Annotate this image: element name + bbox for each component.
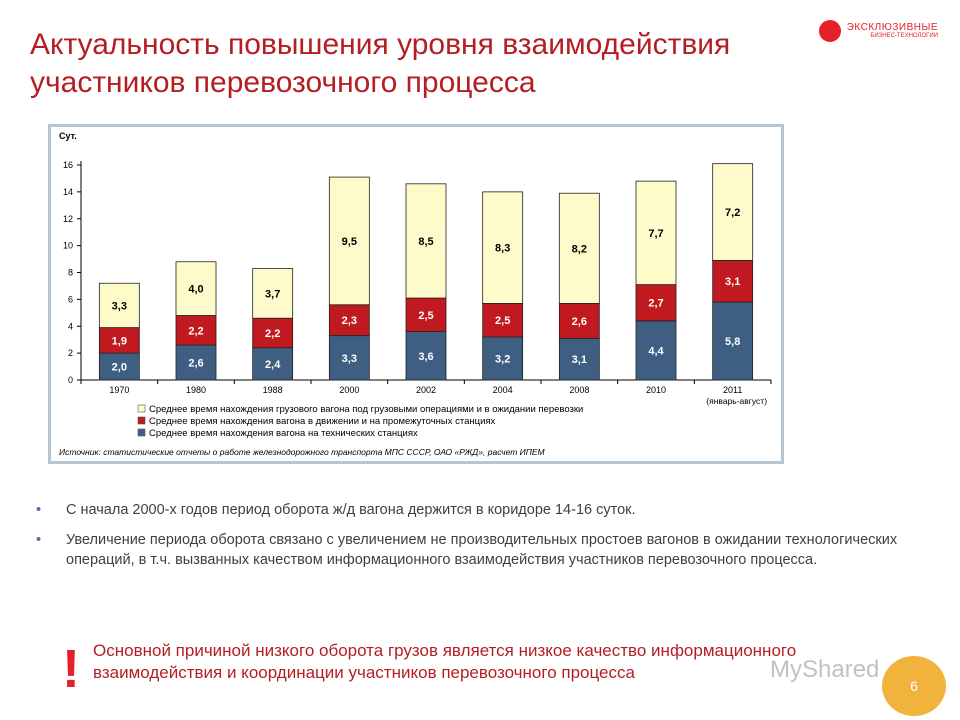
chart-frame: Сут. 0 2 4 6 8 10 12 14 16 1970 2,0 1,9 3,3 1980 2,6 2,2… — [48, 124, 784, 464]
legend-swatch — [137, 416, 146, 425]
x-tick-label: 1988 — [263, 385, 283, 395]
logo-circle-icon — [818, 20, 841, 42]
data-label: 5,8 — [725, 336, 740, 348]
x-tick-label: 2004 — [493, 385, 513, 395]
bar-segment — [482, 191, 524, 304]
x-tick-label: 2002 — [416, 385, 436, 395]
data-label: 8,2 — [572, 243, 587, 255]
data-label: 2,3 — [342, 315, 357, 327]
category-note: (январь-август) — [706, 396, 767, 406]
y-tick-label: 12 — [63, 214, 73, 224]
y-tick-label: 2 — [68, 348, 73, 358]
x-tick-label: 2008 — [569, 385, 589, 395]
bar-segment — [175, 315, 217, 346]
data-label: 4,4 — [648, 345, 664, 357]
y-tick-label: 8 — [68, 268, 73, 278]
data-label: 2,2 — [188, 325, 203, 337]
y-tick-label: 16 — [63, 160, 73, 170]
bullet-dot-icon: • — [36, 502, 42, 518]
bar-segment — [712, 301, 754, 381]
bar-segment — [98, 282, 140, 328]
bar-segment — [405, 331, 447, 381]
data-label: 2,6 — [572, 316, 587, 328]
data-label: 7,2 — [725, 207, 740, 219]
legend-label: Среднее время нахождения вагона в движен… — [149, 416, 496, 427]
bullet-list: • С начала 2000-х годов период оборота ж… — [36, 500, 926, 580]
data-label: 2,0 — [112, 362, 127, 374]
bar-segment — [175, 261, 217, 316]
data-label: 3,2 — [495, 354, 510, 366]
y-tick-label: 14 — [63, 187, 73, 197]
data-label: 4,0 — [188, 284, 203, 296]
logo-subtext: БИЗНЕС-ТЕХНОЛОГИИ — [870, 33, 938, 39]
watermark: MyShared — [770, 656, 880, 683]
bar-segment — [405, 297, 447, 333]
x-tick-label: 2000 — [339, 385, 359, 395]
data-label: 2,7 — [648, 298, 663, 310]
stacked-bar-chart: Сут. 0 2 4 6 8 10 12 14 16 1970 2,0 1,9 3,3 1980 2,6 2,2… — [59, 131, 772, 457]
bullet-text: С начала 2000-х годов период оборота ж/д… — [66, 502, 636, 518]
bar-segment — [558, 337, 600, 381]
y-tick-label: 10 — [63, 241, 73, 251]
company-logo: ЭКСКЛЮЗИВНЫЕ БИЗНЕС-ТЕХНОЛОГИИ — [818, 20, 938, 42]
data-label: 3,6 — [418, 351, 433, 363]
bar-segment — [175, 344, 217, 381]
page-number: 6 — [882, 656, 946, 716]
bar-segment — [558, 192, 600, 304]
logo-text: ЭКСКЛЮЗИВНЫЕ — [846, 22, 938, 33]
x-tick-label: 1980 — [186, 385, 206, 395]
y-tick-label: 0 — [68, 375, 73, 385]
bullet-text: Увеличение периода оборота связано с уве… — [66, 532, 898, 568]
bar-segment — [558, 303, 600, 339]
legend-swatch — [137, 404, 146, 413]
bar-segment — [328, 176, 370, 306]
data-label: 1,9 — [112, 335, 127, 347]
data-label: 7,7 — [648, 228, 663, 240]
y-tick-label: 4 — [68, 321, 73, 331]
x-tick-label: 1970 — [109, 385, 129, 395]
bar-segment — [252, 317, 294, 349]
chart-source: Источник: статистические отчеты о работе… — [59, 447, 546, 457]
x-tick-label: 2010 — [646, 385, 666, 395]
bar-segment — [328, 304, 370, 337]
bar-segment — [482, 303, 524, 338]
bar-segment — [635, 320, 677, 381]
bullet-dot-icon: • — [36, 532, 42, 548]
legend-label: Среднее время нахождения грузового вагон… — [149, 404, 583, 415]
bar-segment — [405, 183, 447, 299]
bullet-item: • С начала 2000-х годов период оборота ж… — [36, 500, 926, 520]
data-label: 8,3 — [495, 243, 510, 255]
bar-segment — [712, 163, 754, 261]
y-tick-label: 6 — [68, 294, 73, 304]
data-label: 3,7 — [265, 288, 280, 300]
data-label: 2,5 — [418, 310, 433, 322]
x-tick-label: 2011 — [723, 385, 742, 395]
bar-segment — [252, 347, 294, 381]
exclamation-icon: ! — [62, 639, 80, 699]
data-label: 3,1 — [572, 354, 587, 366]
data-label: 8,5 — [418, 236, 433, 248]
legend-label: Среднее время нахождения вагона на техни… — [149, 428, 418, 439]
data-label: 2,2 — [265, 328, 280, 340]
bar-segment — [328, 335, 370, 381]
bar-segment — [712, 260, 754, 303]
conclusion-text: Основной причиной низкого оборота грузов… — [93, 641, 797, 682]
data-label: 9,5 — [342, 236, 357, 248]
bar-segment — [635, 180, 677, 285]
bar-segment — [252, 268, 294, 319]
bar-segment — [98, 352, 140, 381]
data-label: 3,3 — [342, 353, 357, 365]
bar-segment — [635, 284, 677, 322]
data-label: 3,3 — [112, 300, 127, 312]
y-axis-label: Сут. — [59, 131, 77, 141]
data-label: 2,6 — [188, 358, 203, 370]
bar-segment — [482, 336, 524, 381]
data-label: 2,4 — [265, 359, 281, 371]
data-label: 3,1 — [725, 276, 740, 288]
slide-title: Актуальность повышения уровня взаимодейс… — [30, 28, 731, 99]
legend-swatch — [137, 428, 146, 437]
bullet-item: • Увеличение периода оборота связано с у… — [36, 530, 926, 570]
data-label: 2,5 — [495, 315, 510, 327]
